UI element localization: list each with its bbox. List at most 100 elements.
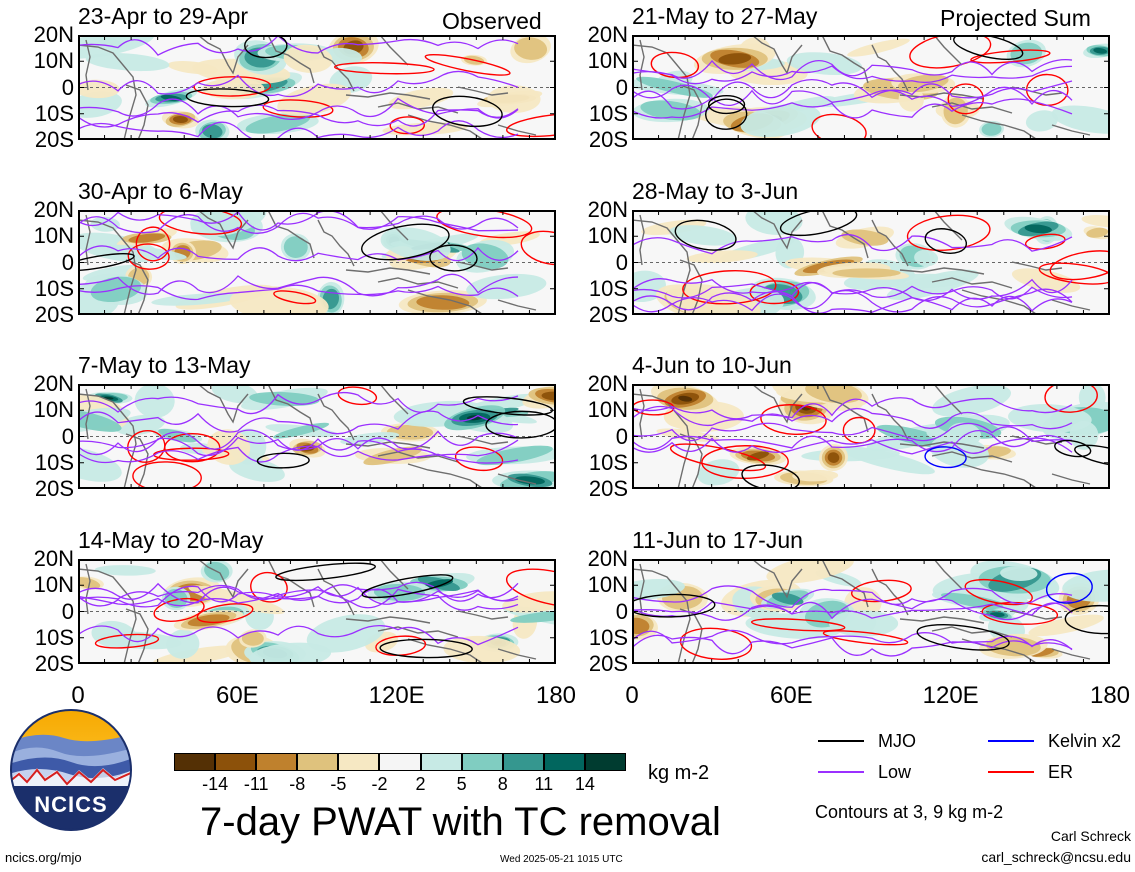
coastline bbox=[1051, 473, 1091, 485]
x-axis-label: 180 bbox=[535, 682, 577, 709]
coastline bbox=[85, 563, 91, 615]
anomaly-blob bbox=[382, 122, 468, 136]
pwat-map bbox=[43, 381, 588, 493]
panel-frame bbox=[78, 35, 556, 140]
er-contour bbox=[424, 53, 511, 76]
pwat-map bbox=[56, 29, 603, 143]
coastline bbox=[407, 289, 483, 315]
panel-title: 4-Jun to 10-Jun bbox=[632, 352, 792, 378]
coastline bbox=[125, 608, 149, 665]
low-contour bbox=[77, 273, 519, 297]
er-contour bbox=[947, 83, 984, 115]
coastline bbox=[379, 383, 409, 415]
coastline bbox=[457, 86, 509, 96]
low-contour bbox=[77, 210, 519, 231]
er-contour bbox=[906, 214, 991, 251]
low-contour bbox=[77, 120, 519, 143]
low-contour bbox=[631, 437, 1073, 455]
y-axis-label: 0 bbox=[61, 74, 74, 100]
legend-label: ER bbox=[1048, 762, 1074, 782]
low-contour bbox=[77, 104, 519, 128]
y-axis-label: 20N bbox=[587, 546, 628, 571]
low-contour bbox=[77, 585, 519, 608]
panel-title: 7-May to 13-May bbox=[78, 352, 251, 378]
email-link[interactable]: carl_schreck@ncsu.edu bbox=[981, 849, 1131, 865]
coastline bbox=[679, 433, 703, 490]
colorbar-label: -14 bbox=[202, 774, 229, 794]
pwat-map bbox=[609, 554, 1135, 665]
coastline bbox=[639, 563, 645, 615]
anomaly-blob bbox=[461, 243, 509, 270]
y-axis-label: 20S bbox=[34, 476, 74, 501]
mjo-contour bbox=[674, 219, 737, 251]
y-axis-label: 10S bbox=[34, 275, 74, 301]
coastline bbox=[933, 209, 963, 241]
coastline bbox=[933, 34, 963, 66]
x-axis-label: 0 bbox=[71, 682, 85, 709]
er-contour bbox=[250, 571, 288, 603]
map-panel bbox=[61, 202, 581, 322]
mjo-contour bbox=[916, 624, 1010, 651]
anomaly-blob bbox=[640, 100, 702, 121]
anomaly-blob bbox=[388, 87, 454, 110]
coastline bbox=[871, 568, 909, 616]
y-axis-label: 10N bbox=[33, 572, 74, 598]
anomaly-blob bbox=[229, 457, 285, 483]
y-axis-label: 0 bbox=[615, 249, 628, 275]
panel-title: 30-Apr to 6-May bbox=[78, 178, 243, 204]
coastline bbox=[933, 558, 963, 590]
website-link[interactable]: ncics.org/mjo bbox=[5, 850, 82, 865]
panel-title: 28-May to 3-Jun bbox=[632, 178, 799, 204]
er-contour bbox=[964, 578, 1033, 606]
coastline bbox=[899, 92, 985, 100]
coastline bbox=[639, 388, 645, 440]
mjo-contour bbox=[707, 94, 746, 115]
coastline bbox=[1011, 435, 1063, 445]
anomaly-blob bbox=[792, 469, 839, 482]
anomaly-blob bbox=[211, 381, 258, 404]
coastline bbox=[931, 102, 1013, 114]
anomaly-blob bbox=[85, 52, 170, 72]
ncics-logo-icon bbox=[10, 709, 132, 831]
coastline bbox=[85, 39, 91, 91]
anomaly-blob bbox=[68, 91, 122, 118]
y-axis-label: 10S bbox=[588, 100, 628, 126]
y-axis-label: 10N bbox=[587, 397, 628, 423]
coastline bbox=[267, 209, 315, 259]
coastline bbox=[1051, 648, 1091, 660]
x-axis-label: 180 bbox=[1089, 682, 1131, 709]
colorbar-swatch bbox=[215, 753, 257, 771]
coastline bbox=[77, 393, 137, 490]
pwat-map bbox=[70, 558, 601, 669]
low-contour bbox=[77, 445, 519, 464]
y-axis-label: 0 bbox=[61, 423, 74, 449]
coastline bbox=[457, 610, 509, 620]
map-panel bbox=[70, 558, 601, 669]
coastline bbox=[77, 44, 137, 141]
low-contour bbox=[631, 430, 1073, 453]
mjo-contour bbox=[924, 228, 968, 254]
anomaly-blob bbox=[134, 383, 175, 418]
anomaly-blob bbox=[1093, 47, 1107, 54]
legend-label: MJO bbox=[878, 731, 916, 751]
er-contour bbox=[127, 243, 170, 270]
anomaly-blob bbox=[1030, 648, 1055, 657]
anomaly-blob bbox=[1024, 224, 1052, 234]
low-contour bbox=[77, 212, 519, 234]
low-contour bbox=[631, 405, 1073, 430]
coastline bbox=[267, 34, 315, 84]
coastline bbox=[377, 626, 459, 638]
er-contour bbox=[679, 627, 753, 660]
y-axis-label: 10N bbox=[33, 48, 74, 74]
coastline bbox=[1011, 261, 1063, 271]
y-axis-label: 20S bbox=[588, 651, 628, 676]
er-contour bbox=[682, 270, 777, 305]
colorbar-label: 11 bbox=[534, 774, 554, 794]
mjo-contour bbox=[361, 223, 450, 261]
panel-frame bbox=[632, 35, 1110, 140]
anomaly-blob bbox=[827, 452, 840, 463]
er-contour bbox=[981, 601, 1059, 625]
low-contour bbox=[77, 70, 519, 98]
y-axis-label: 20S bbox=[34, 302, 74, 327]
low-contour bbox=[631, 78, 1073, 102]
